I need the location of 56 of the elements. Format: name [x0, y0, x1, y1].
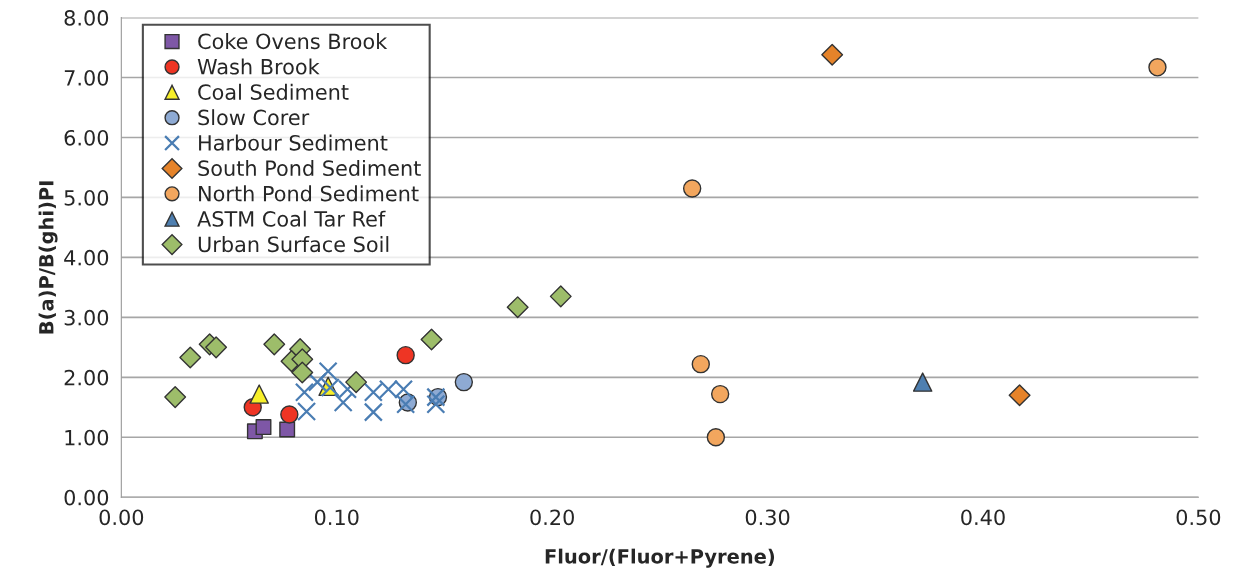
point: [821, 43, 844, 66]
point: [912, 372, 933, 392]
y-axis-title: B(a)P/B(ghi)PI: [38, 181, 58, 334]
y-tick-label: 5.00: [64, 189, 109, 206]
point: [691, 354, 710, 374]
point: [318, 361, 338, 381]
y-tick-label: 0.00: [64, 489, 109, 506]
point: [280, 405, 299, 424]
point: [263, 333, 286, 356]
legend-label: Slow Corer: [198, 109, 310, 126]
point: [682, 179, 702, 198]
y-tick-label: 4.00: [64, 249, 109, 266]
x-tick-label: 0.20: [530, 509, 574, 526]
point: [1008, 384, 1031, 407]
point: [1148, 58, 1167, 77]
legend-label: North Pond Sediment: [199, 185, 419, 202]
point: [426, 394, 446, 414]
legend-label: South Pond Sediment: [198, 159, 421, 177]
y-tick-label: 3.00: [64, 309, 109, 326]
x-tick-label: 0.50: [1176, 509, 1221, 526]
legend-label: Coke Ovens Brook: [198, 33, 388, 50]
point: [249, 384, 269, 404]
y-tick-label: 6.00: [64, 129, 109, 146]
point: [294, 382, 315, 402]
x-tick-label: 0.40: [961, 509, 1005, 526]
legend-label: ASTM Coal Tar Ref: [197, 210, 386, 227]
point: [363, 402, 383, 422]
x-tick-label: 0.10: [314, 509, 359, 526]
x-tick-label: 0.30: [745, 509, 790, 526]
y-tick-label: 2.00: [64, 369, 109, 386]
y-tick-label: 7.00: [64, 69, 109, 86]
y-tick-label: 8.00: [64, 10, 109, 26]
point: [396, 345, 415, 365]
legend-label: Urban Surface Soil: [198, 236, 389, 253]
point: [164, 386, 187, 409]
point: [333, 392, 353, 413]
x-axis-title: Fluor/(Fluor+Pyrene): [545, 548, 775, 568]
point: [307, 372, 327, 392]
point: [420, 328, 443, 351]
point: [454, 372, 474, 392]
point: [205, 336, 228, 359]
point: [506, 296, 529, 319]
point: [279, 421, 296, 438]
point: [296, 401, 317, 422]
x-tick-label: 0.00: [99, 509, 144, 526]
legend-label: Harbour Sediment: [199, 134, 388, 151]
point: [710, 384, 730, 404]
point: [549, 285, 572, 308]
legend-label: Coal Sediment: [198, 83, 349, 100]
legend-label: Wash Brook: [197, 58, 320, 75]
point: [255, 419, 272, 436]
point: [345, 371, 368, 394]
point: [291, 361, 314, 384]
point: [706, 428, 726, 447]
point: [179, 346, 202, 369]
y-tick-label: 1.00: [65, 429, 109, 446]
